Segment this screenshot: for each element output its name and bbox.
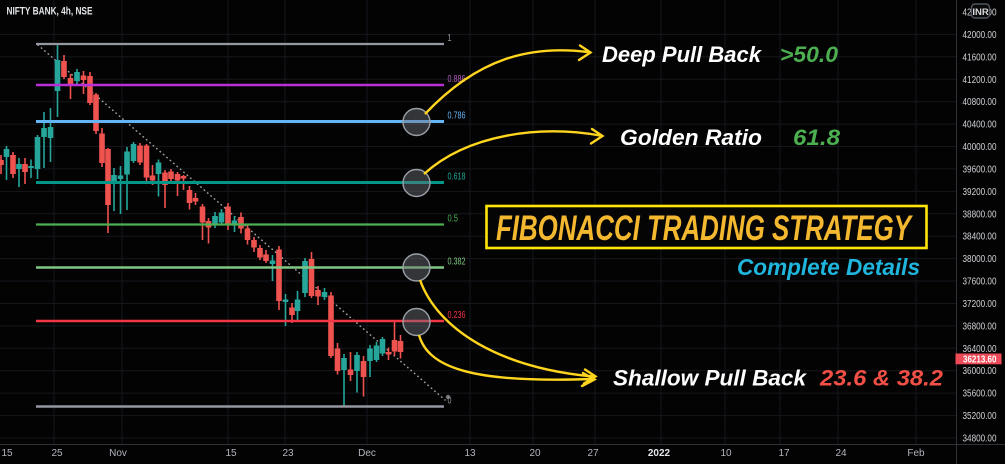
svg-text:40400.00: 40400.00 [963,120,997,131]
svg-text:0.5: 0.5 [448,213,459,224]
svg-text:61.8: 61.8 [793,125,841,150]
svg-text:0.382: 0.382 [448,256,466,267]
svg-text:0: 0 [448,395,452,406]
svg-text:Deep Pull Back: Deep Pull Back [602,42,762,67]
svg-text:36400.00: 36400.00 [963,344,997,355]
svg-text:17: 17 [778,448,790,459]
svg-text:36800.00: 36800.00 [963,321,997,332]
svg-text:10: 10 [720,448,732,459]
svg-text:25: 25 [51,448,63,459]
svg-text:>50.0: >50.0 [780,42,838,67]
svg-text:37200.00: 37200.00 [963,299,997,310]
svg-text:36000.00: 36000.00 [963,366,997,377]
svg-text:INR: INR [972,7,989,18]
svg-text:42000.00: 42000.00 [963,30,997,41]
svg-text:0.786: 0.786 [448,110,466,121]
svg-text:Shallow Pull Back: Shallow Pull Back [613,366,807,391]
svg-text:2022: 2022 [648,448,671,459]
svg-text:37600.00: 37600.00 [963,277,997,288]
svg-text:39600.00: 39600.00 [963,164,997,175]
svg-text:38800.00: 38800.00 [963,209,997,220]
svg-text:36213.60: 36213.60 [963,355,997,366]
svg-text:13: 13 [464,448,476,459]
svg-text:1: 1 [448,33,452,44]
svg-text:0.236: 0.236 [448,310,466,321]
svg-text:0.618: 0.618 [448,171,466,182]
svg-text:38000.00: 38000.00 [963,254,997,265]
svg-text:41600.00: 41600.00 [963,52,997,63]
svg-text:40000.00: 40000.00 [963,142,997,153]
svg-text:39200.00: 39200.00 [963,187,997,198]
svg-text:15: 15 [1,448,13,459]
svg-text:38400.00: 38400.00 [963,232,997,243]
svg-text:Nov: Nov [109,448,127,459]
svg-text:35200.00: 35200.00 [963,411,997,422]
svg-text:FIBONACCI TRADING STRATEGY: FIBONACCI TRADING STRATEGY [496,209,913,248]
svg-text:23: 23 [282,448,294,459]
svg-text:20: 20 [529,448,541,459]
svg-text:Golden Ratio: Golden Ratio [620,125,762,150]
svg-text:27: 27 [587,448,599,459]
svg-text:NIFTY BANK, 4h, NSE: NIFTY BANK, 4h, NSE [7,6,93,18]
svg-text:23.6 & 38.2: 23.6 & 38.2 [819,366,944,391]
svg-text:34800.00: 34800.00 [963,434,997,445]
svg-text:41200.00: 41200.00 [963,75,997,86]
svg-text:Complete Details: Complete Details [737,254,920,280]
svg-text:0.886: 0.886 [448,74,466,85]
svg-text:15: 15 [225,448,237,459]
svg-text:Dec: Dec [358,448,376,459]
svg-text:40800.00: 40800.00 [963,97,997,108]
svg-text:Feb: Feb [907,448,925,459]
svg-text:35600.00: 35600.00 [963,389,997,400]
svg-text:24: 24 [835,448,847,459]
